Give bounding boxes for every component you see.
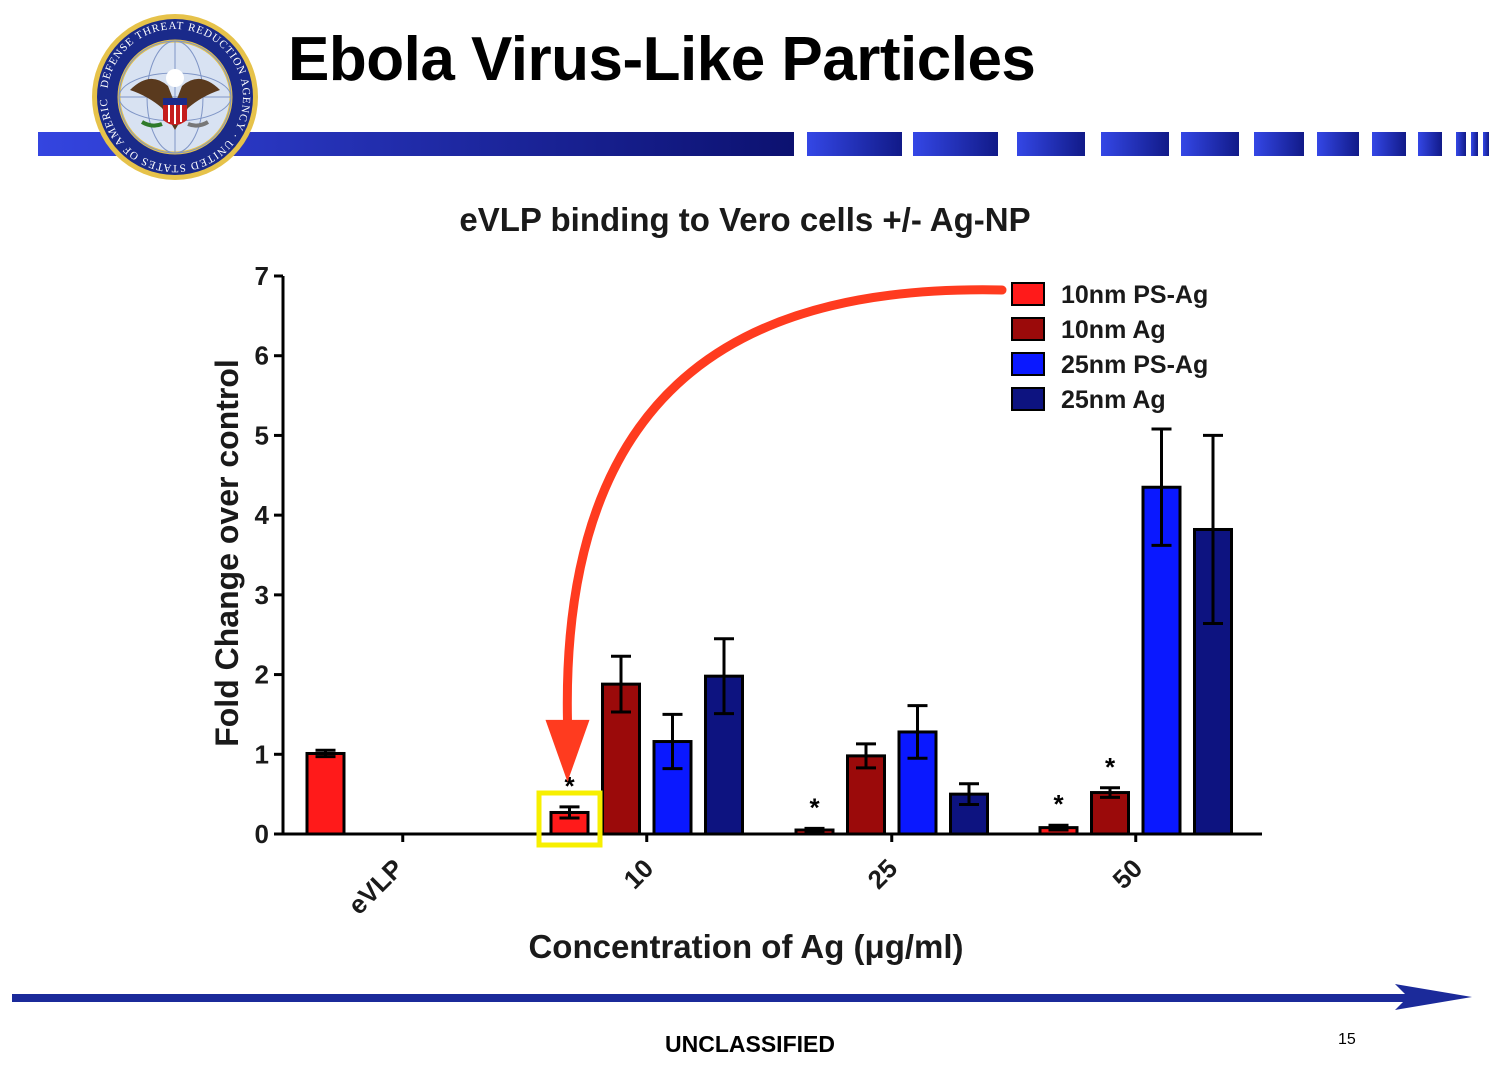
- banner-block: [913, 132, 998, 156]
- bars: * * * *: [305, 427, 1233, 836]
- highlight-box: [536, 790, 603, 848]
- banner-block: [1483, 132, 1489, 156]
- x-axis-label: Concentration of Ag (μg/ml): [528, 928, 963, 965]
- y-tick-label: 6: [255, 341, 269, 371]
- legend-label: 10nm Ag: [1061, 316, 1166, 344]
- banner-block: [1017, 132, 1085, 156]
- banner-block: [807, 132, 902, 156]
- y-tick-label: 3: [255, 580, 269, 610]
- slide-title: Ebola Virus-Like Particles: [288, 25, 1036, 94]
- banner-block: [1456, 132, 1466, 156]
- y-tick-label: 4: [255, 500, 270, 530]
- banner-block: [1471, 132, 1478, 156]
- legend-label: 25nm Ag: [1061, 386, 1166, 414]
- banner-block: [1418, 132, 1442, 156]
- y-axis-label: Fold Change over control: [209, 359, 245, 747]
- significance-marker: *: [809, 792, 820, 822]
- bar: [704, 674, 744, 836]
- dtra-seal-icon: DEFENSE THREAT REDUCTION AGENCY · UNITED…: [90, 12, 258, 180]
- legend-swatch: [1011, 317, 1045, 341]
- significance-marker: *: [1053, 789, 1064, 819]
- y-tick-label: 0: [255, 819, 269, 849]
- x-tick-label: 10: [618, 853, 660, 895]
- bottom-arrow: [12, 984, 1472, 1010]
- y-tick-label: 1: [255, 739, 269, 769]
- legend-swatch: [1011, 387, 1045, 411]
- banner-block: [1101, 132, 1169, 156]
- x-tick-label: 25: [862, 853, 904, 895]
- x-tick-label: 50: [1107, 853, 1149, 895]
- bar: [652, 740, 693, 836]
- banner-block: [1372, 132, 1406, 156]
- chart-title: eVLP binding to Vero cells +/- Ag-NP: [459, 201, 1030, 238]
- legend-swatch: [1011, 282, 1045, 306]
- annotation: [536, 285, 1007, 848]
- annotation-arrowhead: [545, 719, 590, 782]
- y-tick-label: 5: [255, 420, 269, 450]
- significance-marker: *: [1105, 752, 1116, 782]
- top-banner: [38, 132, 1489, 156]
- legend-label: 25nm PS-Ag: [1061, 351, 1208, 379]
- banner-block: [1254, 132, 1304, 156]
- bar: [305, 751, 346, 836]
- x-tick-label: eVLP: [342, 853, 409, 920]
- legend-label: 10nm PS-Ag: [1061, 281, 1208, 309]
- y-tick-label: 7: [255, 261, 269, 291]
- banner-block: [1317, 132, 1359, 156]
- legend-swatch: [1011, 352, 1045, 376]
- annotation-arrow: [562, 285, 1007, 727]
- classification-label: UNCLASSIFIED: [665, 1031, 835, 1057]
- significance-marker: *: [564, 771, 575, 801]
- banner-block: [1181, 132, 1239, 156]
- page-number: 15: [1338, 1031, 1356, 1048]
- y-tick-label: 2: [255, 660, 269, 690]
- legend: 10nm PS-Ag 10nm Ag 25nm PS-Ag 25nm Ag: [1011, 281, 1208, 414]
